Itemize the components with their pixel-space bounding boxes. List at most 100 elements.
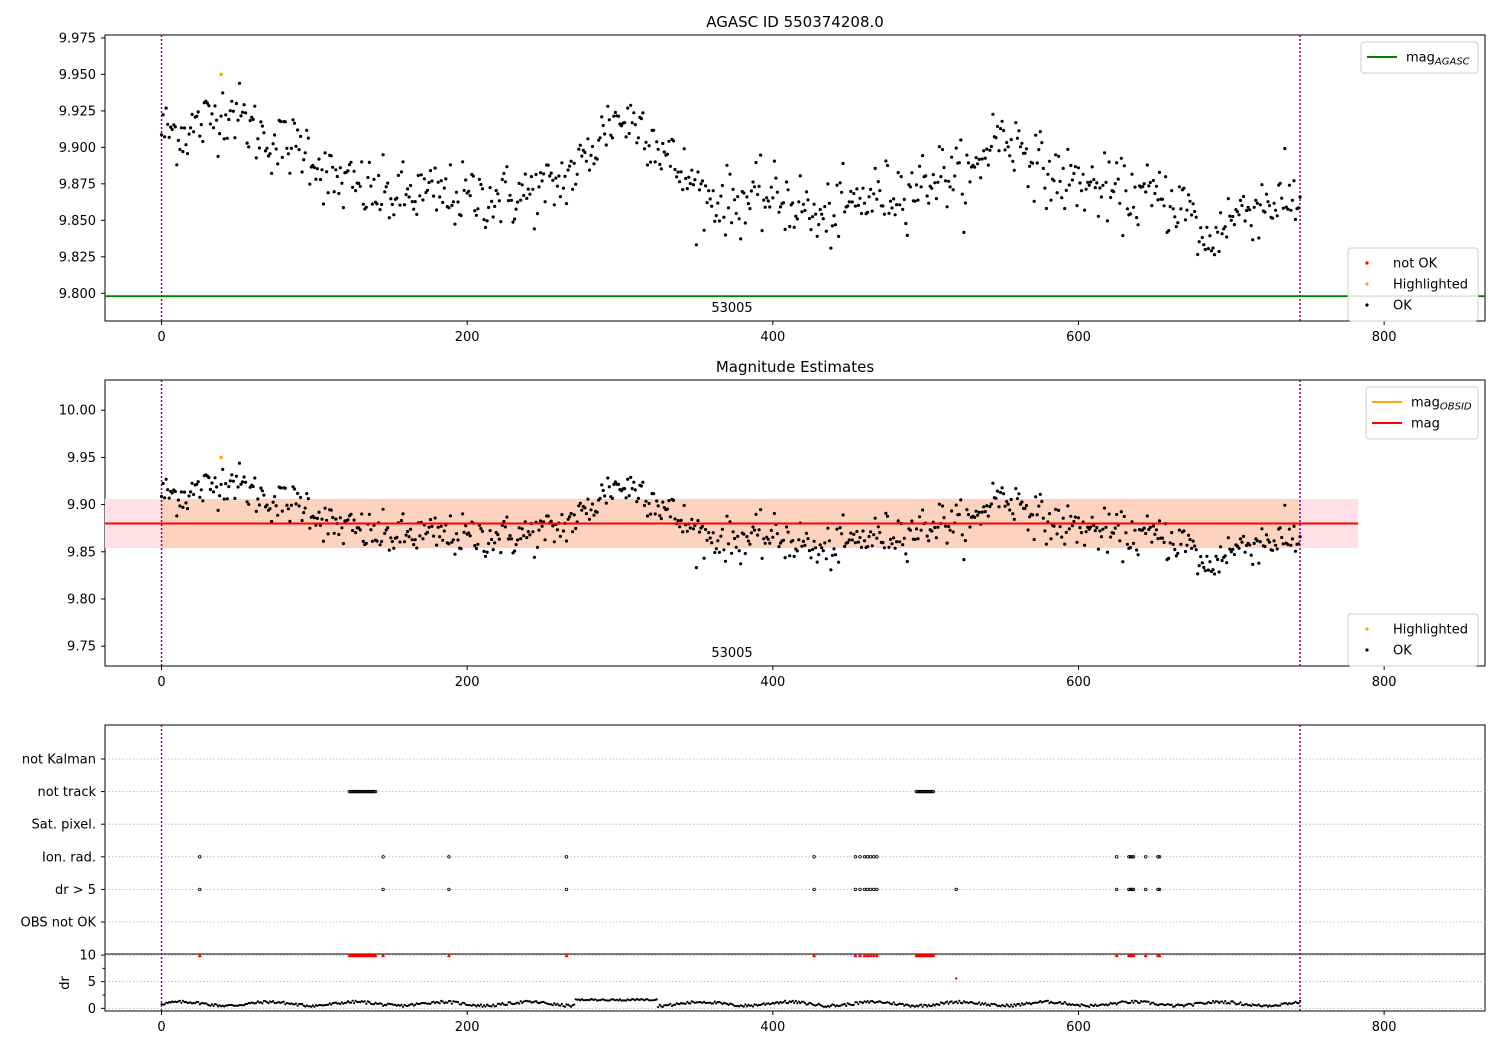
data-point xyxy=(532,555,537,559)
data-point xyxy=(257,503,261,507)
data-point xyxy=(1131,205,1136,209)
data-point xyxy=(555,528,560,532)
data-point xyxy=(985,147,989,151)
data-point xyxy=(655,140,659,144)
data-point xyxy=(563,174,567,178)
data-point xyxy=(1153,532,1157,537)
data-point xyxy=(1274,208,1278,212)
data-point xyxy=(1271,548,1275,553)
data-point xyxy=(189,490,193,494)
data-point xyxy=(697,188,702,192)
data-point xyxy=(809,228,813,232)
data-point xyxy=(1121,234,1125,238)
data-point xyxy=(1006,145,1010,149)
data-point xyxy=(256,497,260,501)
data-point xyxy=(818,207,822,212)
x-tick-label: 400 xyxy=(760,1020,785,1035)
data-point xyxy=(221,91,225,95)
flag-point xyxy=(1128,887,1133,892)
data-point xyxy=(225,497,229,501)
data-point xyxy=(247,502,251,506)
data-point xyxy=(413,538,417,542)
data-point xyxy=(312,166,316,170)
data-point xyxy=(856,540,861,544)
data-point xyxy=(749,189,754,193)
data-point xyxy=(1167,556,1171,561)
data-point xyxy=(1173,547,1177,552)
data-point xyxy=(571,187,575,191)
dr-point xyxy=(565,1003,568,1006)
dr-point xyxy=(791,999,794,1003)
data-point xyxy=(690,517,694,522)
data-point xyxy=(279,486,283,490)
data-point xyxy=(645,163,650,167)
data-point xyxy=(595,510,599,514)
data-point xyxy=(1162,204,1166,208)
data-point xyxy=(1055,532,1059,536)
data-point xyxy=(1002,492,1006,496)
y-tick-label: 9.900 xyxy=(59,141,96,156)
data-point xyxy=(980,510,984,514)
dr-point xyxy=(988,1004,992,1007)
dr-point xyxy=(1231,1000,1234,1003)
data-point xyxy=(262,131,266,135)
y-tick-label: 0 xyxy=(88,1002,96,1017)
data-point xyxy=(948,185,952,189)
data-point xyxy=(577,147,581,151)
data-point xyxy=(757,184,761,188)
data-point xyxy=(254,509,258,513)
data-point xyxy=(705,201,709,205)
data-point xyxy=(207,104,211,108)
data-point xyxy=(1258,540,1262,544)
dr-point xyxy=(400,1003,403,1006)
data-point xyxy=(759,153,763,157)
data-point xyxy=(652,128,656,132)
data-point xyxy=(930,186,934,190)
data-point xyxy=(407,195,411,199)
data-point xyxy=(1171,207,1175,211)
data-point xyxy=(627,131,631,136)
data-point xyxy=(1248,543,1252,547)
data-point xyxy=(493,541,497,545)
data-point xyxy=(427,525,431,529)
data-point xyxy=(843,210,847,214)
dr-point xyxy=(495,1005,498,1008)
legend-label: mag xyxy=(1411,417,1440,432)
data-point xyxy=(349,512,353,516)
data-point xyxy=(459,547,463,551)
data-point xyxy=(613,110,618,114)
data-point xyxy=(447,206,451,210)
data-point xyxy=(892,197,896,201)
flag-point xyxy=(931,789,935,794)
data-point xyxy=(1046,172,1050,176)
data-point xyxy=(227,485,231,489)
data-point xyxy=(951,188,955,192)
data-point xyxy=(418,194,422,198)
flag-point xyxy=(1157,887,1162,892)
data-point xyxy=(170,491,174,495)
dr-point xyxy=(1170,1003,1173,1006)
dr-point xyxy=(262,999,265,1003)
data-point xyxy=(513,549,517,553)
data-point xyxy=(380,539,384,544)
data-point xyxy=(532,227,537,231)
data-point xyxy=(392,546,396,550)
data-point xyxy=(859,211,864,216)
data-point xyxy=(649,160,653,164)
data-point xyxy=(919,528,923,532)
data-point xyxy=(240,480,245,484)
data-point xyxy=(189,126,193,130)
data-point xyxy=(624,496,628,500)
data-point xyxy=(1070,178,1074,182)
data-point xyxy=(814,212,818,216)
data-point xyxy=(1000,119,1004,123)
data-point xyxy=(1241,194,1246,199)
data-point xyxy=(561,529,566,533)
data-point xyxy=(364,541,368,546)
data-point xyxy=(1290,537,1294,541)
flag-point xyxy=(1143,887,1148,892)
data-point xyxy=(746,539,751,543)
dr-point xyxy=(762,1002,765,1005)
data-point xyxy=(499,551,503,555)
flag-point xyxy=(858,855,862,859)
